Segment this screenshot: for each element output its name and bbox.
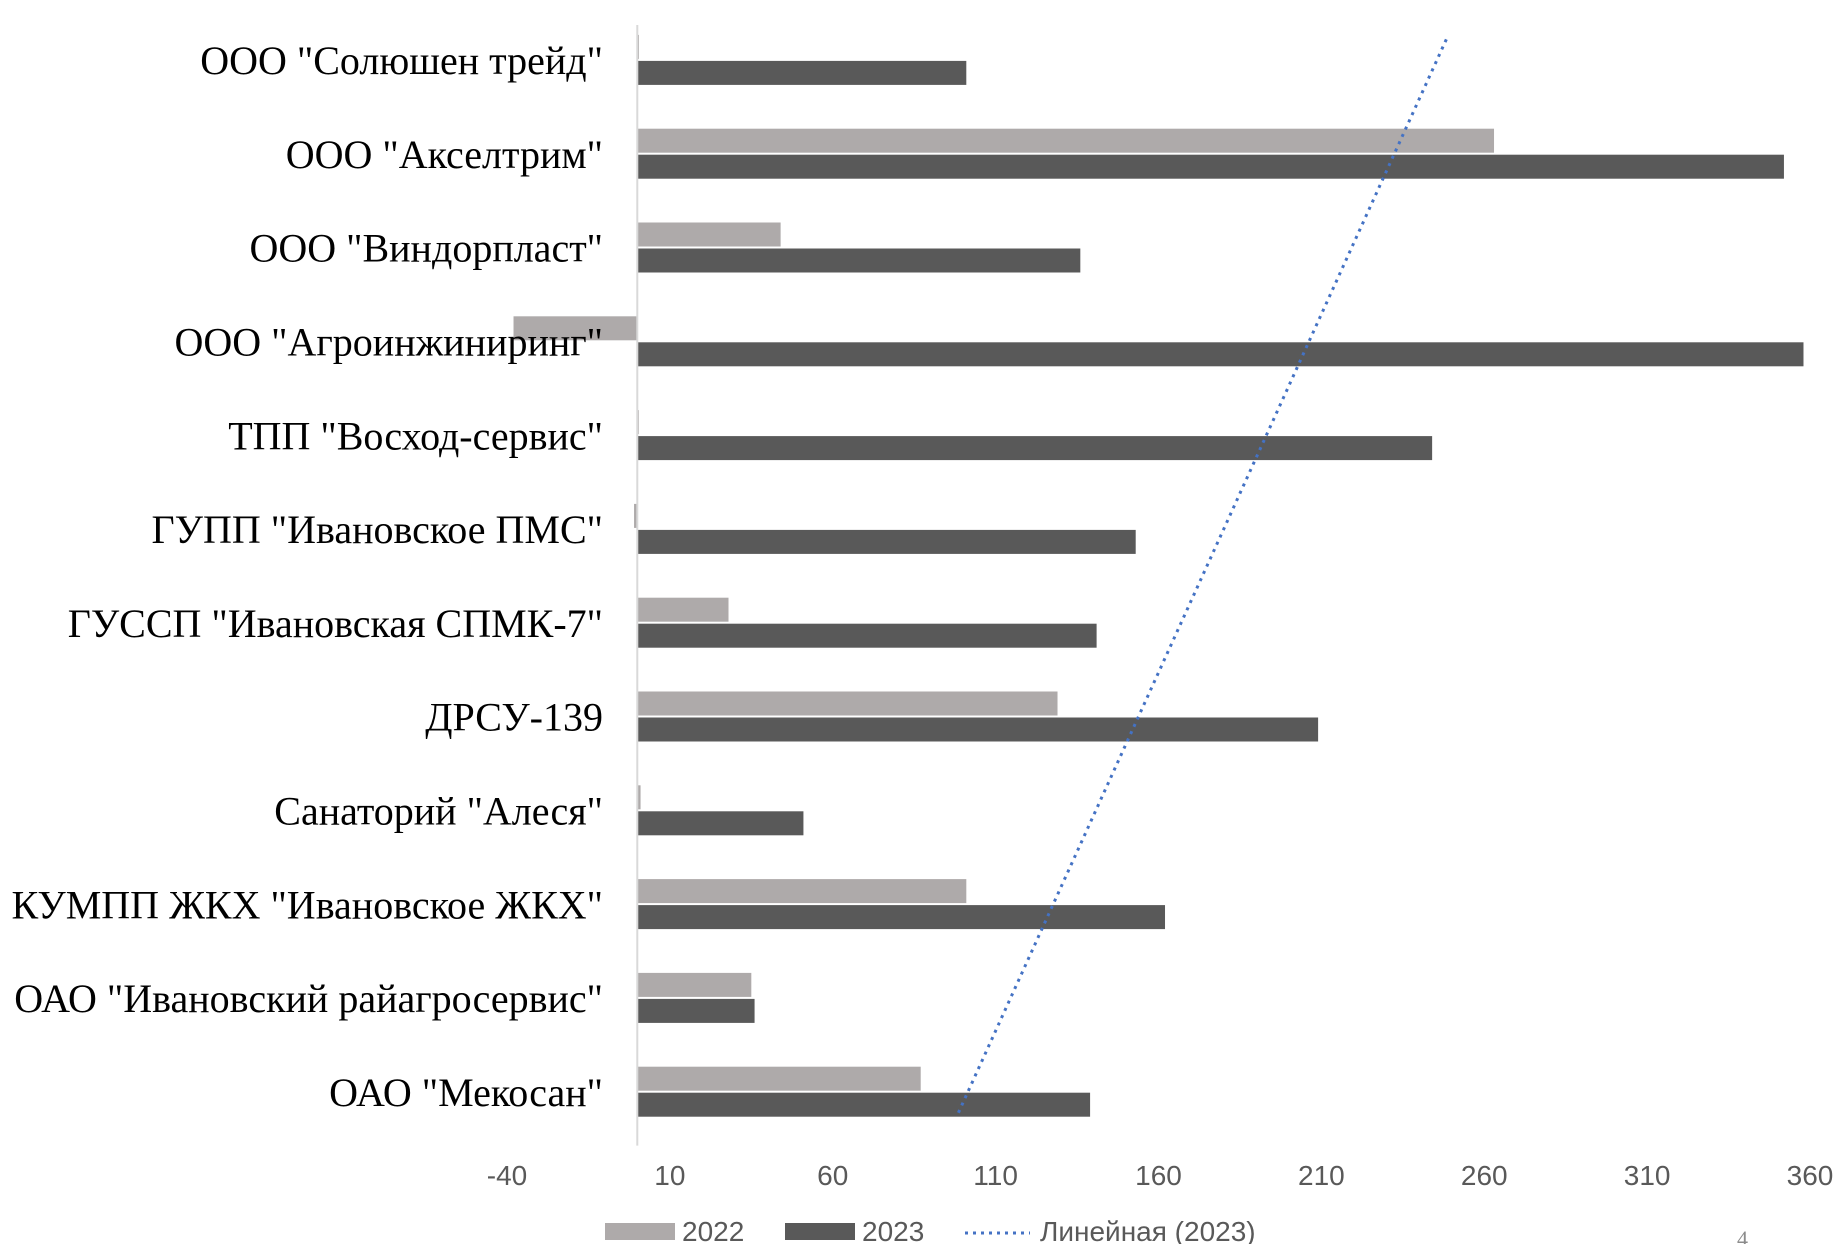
bar-2022 — [637, 972, 752, 997]
bar-2022 — [637, 597, 729, 622]
x-tick-label: 260 — [1461, 1160, 1508, 1191]
category-labels: ООО "Солюшен трейд" ООО "Акселтрим" ООО "В… — [12, 38, 603, 1115]
category-label: ООО "Акселтрим" — [286, 132, 603, 177]
bar-2023 — [637, 154, 1784, 179]
bar-2023 — [637, 248, 1081, 273]
legend-label-trendline: Линейная (2023) — [1040, 1216, 1256, 1244]
legend-swatch-2023 — [785, 1223, 855, 1240]
bar-2022 — [637, 1066, 921, 1091]
bar-2022 — [637, 691, 1058, 716]
bar-2023 — [637, 529, 1136, 554]
bar-2023 — [637, 1092, 1091, 1117]
bar-2022 — [637, 785, 641, 810]
x-tick-label: 310 — [1624, 1160, 1671, 1191]
bar-2023 — [637, 905, 1166, 930]
bar-2023 — [637, 811, 804, 836]
bar-2022 — [637, 222, 781, 247]
category-label: КУМПП ЖКХ "Ивановское ЖКХ" — [12, 882, 603, 927]
bar-2023 — [637, 436, 1433, 461]
category-label: ООО "Солюшен трейд" — [200, 38, 603, 83]
category-label: ООО "Виндорпласт" — [249, 226, 603, 271]
bar-2022 — [637, 879, 967, 904]
legend-label-2023: 2023 — [862, 1216, 924, 1244]
x-tick-label: 10 — [654, 1160, 685, 1191]
x-tick-label: 110 — [973, 1160, 1018, 1191]
category-label: Санаторий "Алеся" — [274, 788, 603, 833]
x-tick-label: -40 — [487, 1160, 527, 1191]
category-label: ГУССП "Ивановская СПМК-7" — [68, 601, 603, 646]
x-tick-label: 360 — [1787, 1160, 1834, 1191]
x-tick-label: 210 — [1298, 1160, 1345, 1191]
page-number: 4 — [1737, 1226, 1748, 1244]
x-tick-label: 60 — [817, 1160, 848, 1191]
x-tick-label: 160 — [1135, 1160, 1182, 1191]
bar-2023 — [637, 60, 967, 85]
bar-2023 — [637, 998, 755, 1023]
bars-layer — [513, 34, 1804, 1117]
bar-2023 — [637, 623, 1097, 648]
category-label: ООО "Агроинжиниринг" — [175, 319, 604, 364]
category-label: ДРСУ-139 — [425, 695, 603, 740]
legend: 2022 2023 Линейная (2023) — [605, 1216, 1256, 1244]
trendline — [957, 38, 1448, 1114]
legend-label-2022: 2022 — [682, 1216, 744, 1244]
bar-2022 — [637, 128, 1495, 153]
category-label: ОАО "Ивановский райагросервис" — [14, 976, 603, 1021]
x-axis-tick-labels: -40 10 60 110 160 210 260 310 360 — [487, 1160, 1834, 1191]
bar-2022 — [513, 316, 638, 341]
category-label: ОАО "Мекосан" — [329, 1070, 603, 1115]
bar-2023 — [637, 342, 1804, 367]
bar-2022 — [634, 503, 638, 528]
category-label: ГУПП "Ивановское ПМС" — [152, 507, 603, 552]
bar-2023 — [637, 717, 1319, 742]
legend-swatch-2022 — [605, 1223, 675, 1240]
category-label: ТПП "Восход-сервис" — [228, 413, 603, 458]
